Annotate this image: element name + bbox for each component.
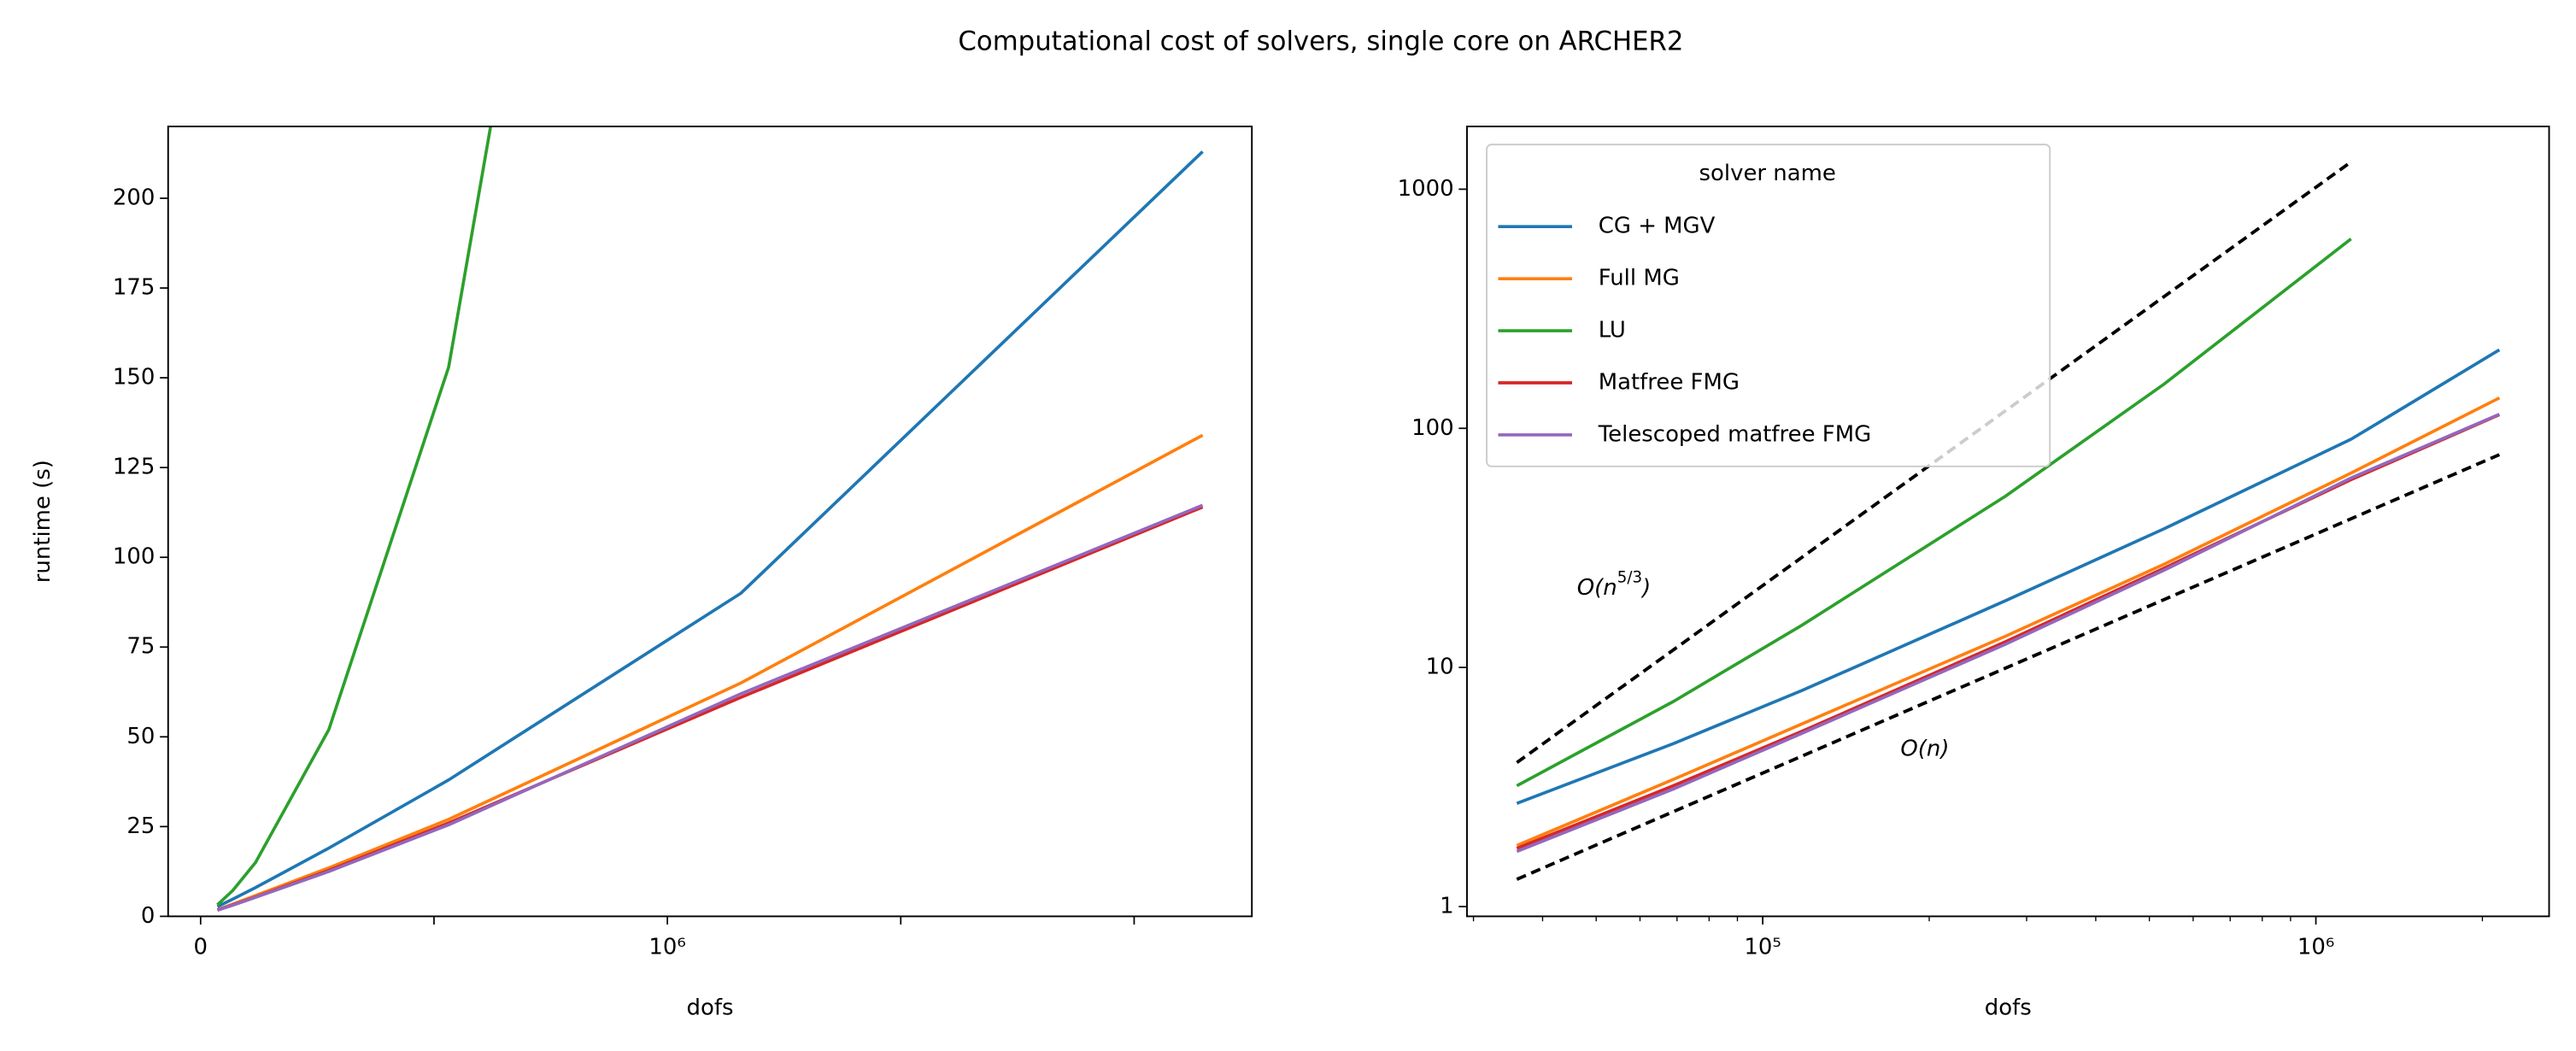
legend-label: Full MG — [1599, 266, 1680, 291]
x-axis-label: dofs — [1985, 995, 2032, 1021]
legend-label: CG + MGV — [1599, 214, 1716, 239]
series-line — [1516, 396, 2501, 848]
plot-area — [216, 126, 1204, 912]
y-tick-label: 0 — [141, 903, 155, 929]
plot-area — [1516, 160, 2501, 881]
x-tick-label: 10⁶ — [2297, 934, 2334, 960]
annotation-sup: 5/3 — [1617, 568, 1642, 586]
reference-line — [1516, 453, 2501, 881]
axes-frame — [167, 126, 1253, 918]
y-tick-label: 50 — [126, 724, 155, 749]
legend-label: Telescoped matfree FMG — [1598, 421, 1871, 447]
y-axis-label: runtime (s) — [30, 460, 56, 583]
series-line — [216, 503, 1204, 912]
annotation-tail: ) — [1640, 575, 1651, 601]
y-tick-label: 1000 — [1398, 176, 1454, 202]
x-tick-label: 10⁶ — [648, 934, 685, 960]
x-tick-label: 10⁵ — [1744, 934, 1781, 960]
y-tick-label: 200 — [113, 185, 155, 211]
legend-label: Matfree FMG — [1599, 369, 1740, 395]
annotation: O(n) — [1900, 736, 1949, 761]
y-tick-label: 100 — [113, 544, 155, 570]
y-tick-label: 150 — [113, 365, 155, 390]
annotation-base: O(n — [1900, 736, 1940, 761]
y-tick-label: 1 — [1440, 893, 1454, 919]
series-line — [216, 150, 1204, 908]
figure-title: Computational cost of solvers, single co… — [958, 26, 1683, 56]
y-tick-label: 100 — [1411, 415, 1454, 441]
y-tick-label: 10 — [1426, 655, 1454, 680]
annotation-base: O(n — [1577, 575, 1617, 601]
y-tick-label: 125 — [113, 455, 155, 480]
annotation: O(n5/3) — [1577, 568, 1651, 600]
y-tick-label: 175 — [113, 275, 155, 301]
x-axis-label: dofs — [687, 995, 734, 1021]
series-line — [1516, 238, 2352, 788]
series-line — [1516, 413, 2501, 854]
series-line — [1516, 348, 2501, 805]
x-tick-label: 0 — [194, 934, 208, 960]
series-line — [216, 433, 1204, 912]
axes-frame — [1466, 126, 2550, 918]
legend-box — [1486, 144, 2051, 467]
y-tick-label: 75 — [126, 634, 155, 660]
legend-title: solver name — [1699, 161, 1835, 186]
series-line — [216, 126, 493, 907]
annotation-tail: ) — [1939, 736, 1949, 761]
y-tick-label: 25 — [126, 813, 155, 839]
legend-label: LU — [1599, 318, 1626, 343]
